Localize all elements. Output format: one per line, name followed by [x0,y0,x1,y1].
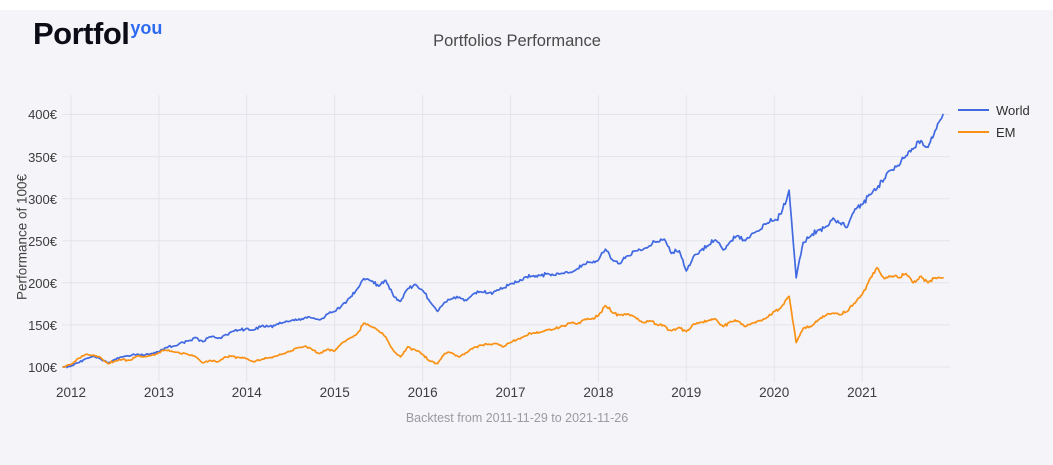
backtest-caption: Backtest from 2011-11-29 to 2021-11-26 [405,411,629,425]
legend-label: World [996,102,1030,118]
logo-text-accent: you [130,18,163,38]
portfolyou-logo[interactable]: Portfolyou [33,16,162,52]
x-tick-label: 2013 [143,385,174,400]
x-tick-label: 2016 [407,385,438,400]
legend-label: EM [996,124,1016,140]
y-tick-label: 200€ [28,275,57,291]
x-tick-label: 2021 [847,385,878,400]
x-tick-label: 2012 [55,385,87,400]
top-white-strip [0,0,1053,10]
chart-title: Portfolios Performance [433,32,601,50]
legend-item-em[interactable]: EM [958,121,1030,143]
x-tick-label: 2019 [671,385,702,400]
legend-item-world[interactable]: World [958,99,1030,121]
logo-text-main: Portfol [33,16,130,51]
x-tick-label: 2014 [231,385,262,400]
series-line-world[interactable] [62,113,944,369]
y-tick-label: 350€ [28,149,57,165]
legend-line-icon [958,131,989,133]
x-tick-label: 2015 [319,385,350,400]
gridlines [62,95,950,382]
x-tick-label: 2017 [495,385,526,400]
series-line-em[interactable] [62,266,944,368]
y-tick-label: 250€ [28,233,57,249]
y-tick-label: 400€ [28,107,57,123]
chart-legend: World EM [958,99,1030,143]
y-tick-label: 100€ [28,360,57,375]
x-tick-label: 2020 [759,385,790,400]
y-tick-label: 300€ [28,191,57,207]
legend-line-icon [958,109,989,111]
x-tick-label: 2018 [583,385,614,400]
y-tick-label: 150€ [28,317,57,333]
